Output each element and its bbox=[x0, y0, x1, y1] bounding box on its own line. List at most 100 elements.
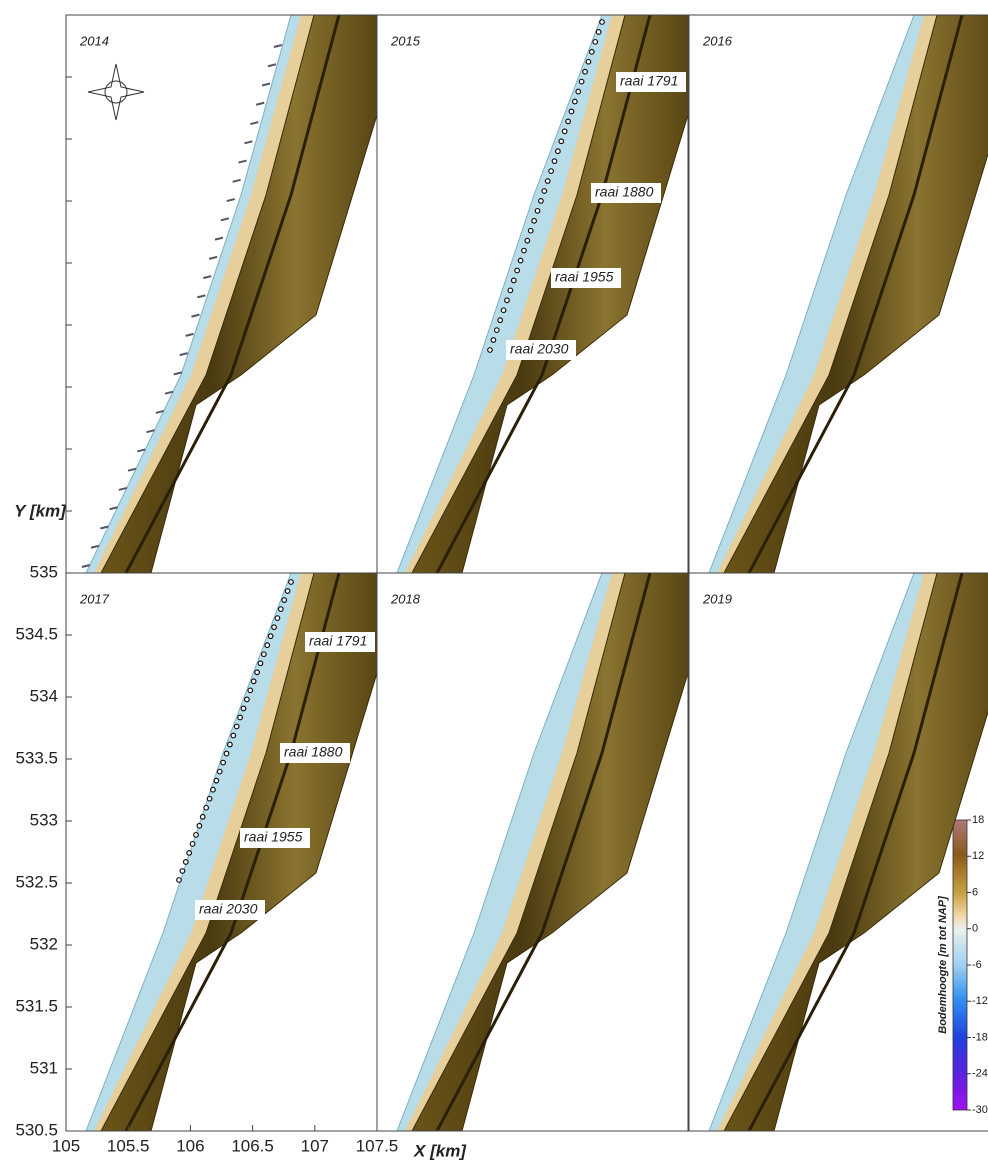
y-tick-label: 532 bbox=[30, 934, 58, 953]
label-box bbox=[591, 183, 661, 203]
transect-point bbox=[240, 705, 247, 712]
transect-label: raai 1791 bbox=[309, 633, 367, 649]
transect-point bbox=[595, 29, 602, 35]
colorbar-tick-label: -18 bbox=[972, 1031, 988, 1043]
groyne bbox=[267, 63, 277, 68]
x-tick-label: 107.5 bbox=[356, 1136, 399, 1155]
groyne bbox=[185, 332, 194, 337]
transect-point bbox=[504, 297, 510, 304]
label-box bbox=[280, 743, 350, 763]
land bbox=[411, 573, 688, 1131]
compass-ring bbox=[104, 80, 128, 104]
transect-point bbox=[571, 98, 578, 105]
road bbox=[124, 15, 341, 573]
transect-label: raai 2030 bbox=[510, 341, 569, 357]
groyne bbox=[146, 429, 155, 434]
transect-point bbox=[514, 267, 521, 274]
y-tick-label: 534.5 bbox=[15, 624, 58, 643]
groyne bbox=[208, 255, 218, 260]
groyne bbox=[127, 467, 137, 472]
groyne bbox=[155, 409, 165, 414]
label-box bbox=[240, 828, 310, 848]
transect-point bbox=[281, 597, 288, 603]
transect-point bbox=[264, 642, 271, 649]
transect-point bbox=[250, 678, 257, 685]
transect-point bbox=[182, 859, 189, 865]
label-box bbox=[506, 340, 576, 360]
panel-year: 2014 bbox=[79, 33, 109, 48]
map-panel: 2015 raai 1791 raai 1880 raai 1955 raai 2030 bbox=[376, 14, 689, 574]
transect-point bbox=[260, 651, 267, 658]
transect-point bbox=[243, 696, 250, 703]
transect-point bbox=[271, 624, 277, 631]
transect-label: raai 1880 bbox=[595, 184, 654, 200]
land bbox=[723, 573, 988, 1131]
transect-point bbox=[288, 579, 294, 585]
y-tick-label: 531.5 bbox=[15, 996, 58, 1015]
transect-point bbox=[203, 804, 210, 811]
groyne bbox=[90, 544, 100, 549]
transect-point bbox=[206, 795, 213, 802]
transect-point bbox=[213, 777, 220, 784]
transect-point bbox=[585, 58, 592, 65]
transect-point bbox=[257, 660, 264, 667]
colorbar-tick-label: -24 bbox=[972, 1068, 988, 1080]
transect-label: raai 1955 bbox=[555, 269, 614, 285]
transect-point bbox=[527, 227, 534, 234]
groyne bbox=[220, 217, 230, 222]
colorbar-tick-label: 0 bbox=[972, 923, 978, 935]
y-tick-label: 534 bbox=[30, 686, 58, 705]
transect-point bbox=[186, 850, 193, 856]
land bbox=[411, 15, 688, 573]
y-tick-label: 533.5 bbox=[15, 748, 58, 767]
transect-point bbox=[284, 588, 291, 594]
transect-point bbox=[521, 247, 527, 254]
panel-year: 2018 bbox=[390, 591, 421, 606]
map-panel: 2018 bbox=[376, 572, 689, 1132]
road bbox=[435, 573, 652, 1131]
transect-point bbox=[493, 327, 500, 334]
land bbox=[100, 573, 377, 1131]
panel-frame bbox=[376, 572, 689, 1132]
beach bbox=[717, 573, 937, 1131]
x-tick-label: 105.5 bbox=[107, 1136, 150, 1155]
groyne bbox=[232, 178, 241, 183]
map-content bbox=[708, 573, 988, 1131]
colorbar-tick-label: -6 bbox=[972, 959, 982, 971]
map-content bbox=[396, 573, 688, 1131]
colorbar-tick-label: 12 bbox=[972, 850, 984, 862]
groyne bbox=[273, 44, 283, 48]
transect-point bbox=[227, 741, 233, 748]
transect-point bbox=[538, 198, 544, 204]
transect-point bbox=[565, 118, 571, 125]
map-content bbox=[396, 15, 688, 573]
compass bbox=[87, 63, 145, 121]
transect-point bbox=[223, 750, 230, 757]
transect-point bbox=[544, 178, 551, 184]
map-panel: 2017 raai 1791 raai 1880 raai 1955 raai 2030 bbox=[65, 572, 378, 1132]
transect-point bbox=[524, 237, 531, 244]
map-panel: 2016 bbox=[688, 14, 988, 574]
beach bbox=[94, 573, 314, 1131]
y-tick-label: 532.5 bbox=[15, 872, 58, 891]
label-box bbox=[551, 268, 621, 288]
transect-point bbox=[210, 786, 216, 793]
groyne bbox=[179, 352, 188, 357]
colorbar-tick-label: 18 bbox=[972, 814, 984, 826]
transect-point bbox=[497, 317, 504, 324]
label-box bbox=[616, 72, 686, 92]
transect-label: raai 1791 bbox=[620, 73, 678, 89]
transect-point bbox=[534, 207, 541, 214]
x-axis-label: X [km] bbox=[413, 1141, 467, 1160]
transect-point bbox=[599, 19, 605, 25]
road bbox=[747, 15, 964, 573]
transect-point bbox=[575, 88, 582, 95]
transect-point bbox=[548, 168, 554, 174]
transect-point bbox=[176, 877, 182, 883]
panel-year: 2019 bbox=[702, 591, 732, 606]
transect-point bbox=[274, 615, 281, 622]
transect-point bbox=[277, 606, 284, 612]
transect-point bbox=[233, 723, 240, 730]
groyne bbox=[191, 313, 200, 318]
